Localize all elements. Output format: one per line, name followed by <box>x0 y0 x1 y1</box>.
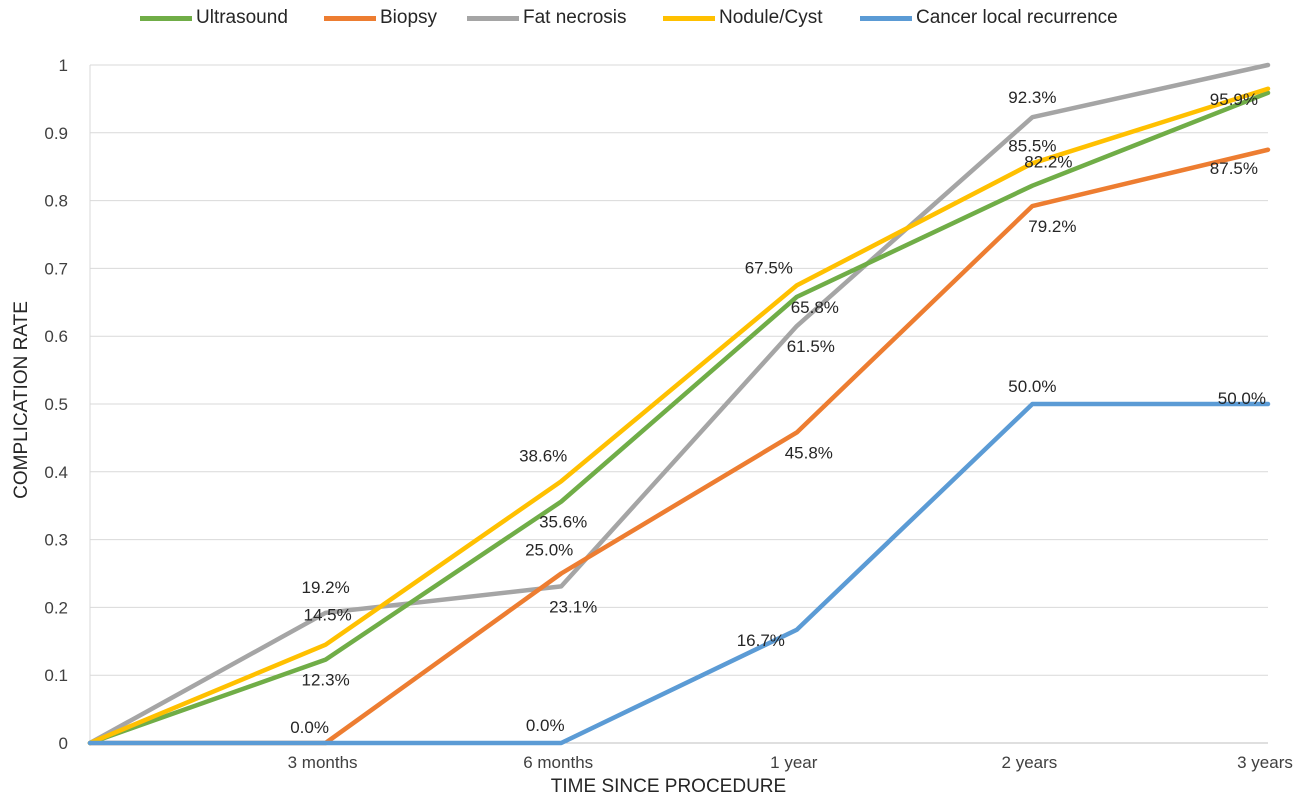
legend-item-nodule-cyst: Nodule/Cyst <box>663 6 823 30</box>
y-tick-label: 0.2 <box>44 598 68 617</box>
x-tick-label: 3 months <box>288 753 358 772</box>
x-tick-label: 2 years <box>1002 753 1058 772</box>
data-label: 61.5% <box>787 337 835 356</box>
data-label: 12.3% <box>301 671 349 690</box>
legend-swatch <box>140 15 192 21</box>
x-tick-label: 6 months <box>523 753 593 772</box>
data-label: 87.5% <box>1210 159 1258 178</box>
series-line-ultrasound <box>87 90 1271 746</box>
data-label: 50.0% <box>1008 377 1056 396</box>
data-label: 67.5% <box>745 258 793 277</box>
data-label: 82.2% <box>1024 153 1072 172</box>
x-axis-title: TIME SINCE PROCEDURE <box>550 776 787 797</box>
data-label: 85.5% <box>1008 136 1056 155</box>
y-tick-label: 0.5 <box>44 395 68 414</box>
x-tick-label: 1 year <box>770 753 818 772</box>
y-tick-label: 0.9 <box>44 124 68 143</box>
data-label: 0.0% <box>526 716 565 735</box>
y-tick-label: 0.4 <box>44 463 68 482</box>
data-label: 79.2% <box>1028 217 1076 236</box>
data-label: 14.5% <box>303 606 351 625</box>
legend-item-fat-necrosis: Fat necrosis <box>467 6 626 30</box>
x-tick-label: 3 years <box>1237 753 1293 772</box>
y-tick-label: 0.3 <box>44 531 68 550</box>
data-labels: 12.3% 35.6% 65.8% 82.2% 95.9% 0.0% 25.0% 45.8% 7… <box>290 88 1266 737</box>
legend-item-biopsy: Biopsy <box>324 6 437 30</box>
legend-label: Biopsy <box>380 7 438 28</box>
data-label: 23.1% <box>549 597 597 616</box>
legend-label: Nodule/Cyst <box>719 7 823 28</box>
series-lines <box>87 62 1271 746</box>
legend-swatch <box>860 15 912 21</box>
y-tick-labels: 0 0.1 0.2 0.3 0.4 0.5 0.6 0.7 0.8 0.9 1 <box>44 56 68 753</box>
legend-swatch <box>324 15 376 21</box>
y-axis-title: COMPLICATION RATE <box>11 301 32 499</box>
data-label: 35.6% <box>539 513 587 532</box>
legend-label: Ultrasound <box>196 7 288 28</box>
legend-label: Cancer local recurrence <box>916 7 1118 28</box>
series-line-biopsy <box>87 147 1271 746</box>
data-label: 0.0% <box>290 718 329 737</box>
data-label: 25.0% <box>525 541 573 560</box>
legend-swatch <box>467 15 519 21</box>
data-label: 16.7% <box>737 631 785 650</box>
series-line-nodule-cyst <box>87 86 1271 746</box>
legend-item-ultrasound: Ultrasound <box>140 6 288 30</box>
y-tick-label: 0.6 <box>44 327 68 346</box>
y-tick-label: 0.8 <box>44 192 68 211</box>
legend-item-cancer-local-recurrence: Cancer local recurrence <box>860 6 1118 30</box>
data-label: 92.3% <box>1008 88 1056 107</box>
series-line-cancer-local-recurrence <box>87 401 1271 746</box>
y-tick-label: 0 <box>59 734 68 753</box>
data-label: 45.8% <box>785 443 833 462</box>
series-line-fat-necrosis <box>87 62 1271 746</box>
legend-label: Fat necrosis <box>523 7 627 28</box>
y-tick-label: 0.7 <box>44 259 68 278</box>
legend: Ultrasound Biopsy Fat necrosis Nodule/Cy… <box>0 0 1297 36</box>
data-label: 50.0% <box>1218 389 1266 408</box>
y-tick-label: 1 <box>59 56 68 75</box>
data-label: 38.6% <box>519 446 567 465</box>
data-label: 19.2% <box>301 578 349 597</box>
legend-swatch <box>663 15 715 21</box>
y-tick-label: 0.1 <box>44 666 68 685</box>
x-tick-labels: 3 months 6 months 1 year 2 years 3 years <box>288 753 1293 772</box>
data-label: 65.8% <box>791 298 839 317</box>
data-label: 95.9% <box>1210 90 1258 109</box>
